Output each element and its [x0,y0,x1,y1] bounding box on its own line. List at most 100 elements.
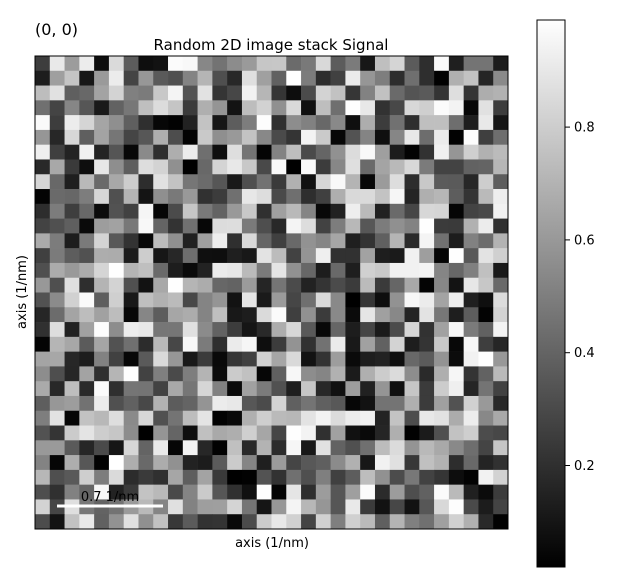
heatmap-cell [138,159,154,175]
heatmap-cell [345,322,361,338]
heatmap-cell [108,115,124,131]
heatmap-cell [153,322,169,338]
heatmap-cell [182,233,198,249]
heatmap-cell [49,115,65,131]
heatmap-cell [94,336,110,352]
heatmap-cell [256,218,272,234]
heatmap-cell [404,410,420,426]
heatmap-cell [182,85,198,101]
heatmap-cell [182,262,198,279]
heatmap-cell [271,203,287,219]
heatmap-cell [241,395,258,412]
heatmap-cell [419,484,435,500]
heatmap-cell [404,395,420,412]
heatmap-cell [301,395,317,412]
heatmap-cell [94,455,110,471]
heatmap-cell [64,455,80,471]
heatmap-cell [35,499,51,515]
heatmap-cell [286,499,302,515]
heatmap-cell [108,440,124,456]
heatmap-cell [360,336,376,352]
heatmap-cell [374,248,391,264]
heatmap-cell [404,307,420,323]
heatmap-cell [271,129,287,145]
heatmap-cell [301,174,317,190]
heatmap-cell [138,203,154,219]
heatmap-cell [153,469,169,485]
heatmap-cell [404,455,420,471]
heatmap-cell [434,395,450,412]
heatmap-cell [212,514,228,530]
heatmap-cell [434,351,450,367]
heatmap-cell [197,218,213,234]
heatmap-cell [315,262,331,279]
heatmap-cell [478,262,494,279]
heatmap-cell [168,56,184,72]
heatmap-image[interactable] [35,56,509,530]
heatmap-cell [478,159,494,175]
heatmap-cell [256,144,272,160]
heatmap-cell [153,366,169,382]
heatmap-cell [138,469,154,485]
heatmap-cell [79,262,95,279]
heatmap-cell [271,410,287,426]
heatmap-cell [256,100,272,116]
heatmap-cell [35,484,51,500]
heatmap-cell [448,336,464,352]
heatmap-cell [330,455,346,471]
heatmap-cell [35,425,51,441]
heatmap-cell [182,351,198,367]
heatmap-cell [49,129,65,145]
heatmap-cell [138,395,154,412]
heatmap-cell [49,395,65,412]
heatmap-cell [197,100,213,116]
heatmap-cell [79,307,95,323]
heatmap-cell [286,189,302,205]
heatmap-cell [227,189,243,205]
heatmap-cell [360,70,376,86]
heatmap-cell [493,218,509,234]
heatmap-cell [227,484,243,500]
heatmap-cell [374,469,391,485]
heatmap-cell [182,144,198,160]
heatmap-cell [419,233,435,249]
heatmap-cell [182,277,198,293]
heatmap-cell [35,410,51,426]
heatmap-cell [493,277,509,293]
heatmap-cell [241,469,258,485]
heatmap-cell [315,277,331,293]
heatmap-cell [493,322,509,338]
heatmap-cell [286,410,302,426]
heatmap-cell [419,440,435,456]
heatmap-cell [330,203,346,219]
heatmap-cell [197,189,213,205]
heatmap-cell [256,56,272,72]
heatmap-cell [182,322,198,338]
heatmap-cell [49,100,65,116]
heatmap-cell [138,248,154,264]
heatmap-cell [79,115,95,131]
heatmap-cell [197,56,213,72]
heatmap-cell [463,174,479,190]
heatmap-cell [212,469,228,485]
heatmap-cell [286,85,302,101]
heatmap-cell [241,100,258,116]
heatmap-cell [301,233,317,249]
heatmap-cell [345,366,361,382]
heatmap-cell [49,70,65,86]
heatmap-cell [330,262,346,279]
heatmap-cell [301,425,317,441]
heatmap-cell [227,336,243,352]
heatmap-cell [123,56,139,72]
heatmap-cell [108,218,124,234]
heatmap-cell [108,381,124,397]
heatmap-cell [138,307,154,323]
heatmap-cell [123,218,139,234]
heatmap-cell [227,115,243,131]
heatmap-cell [330,381,346,397]
heatmap-cell [241,159,258,175]
heatmap-cell [493,514,509,530]
heatmap-cell [123,189,139,205]
heatmap-cell [79,484,95,500]
